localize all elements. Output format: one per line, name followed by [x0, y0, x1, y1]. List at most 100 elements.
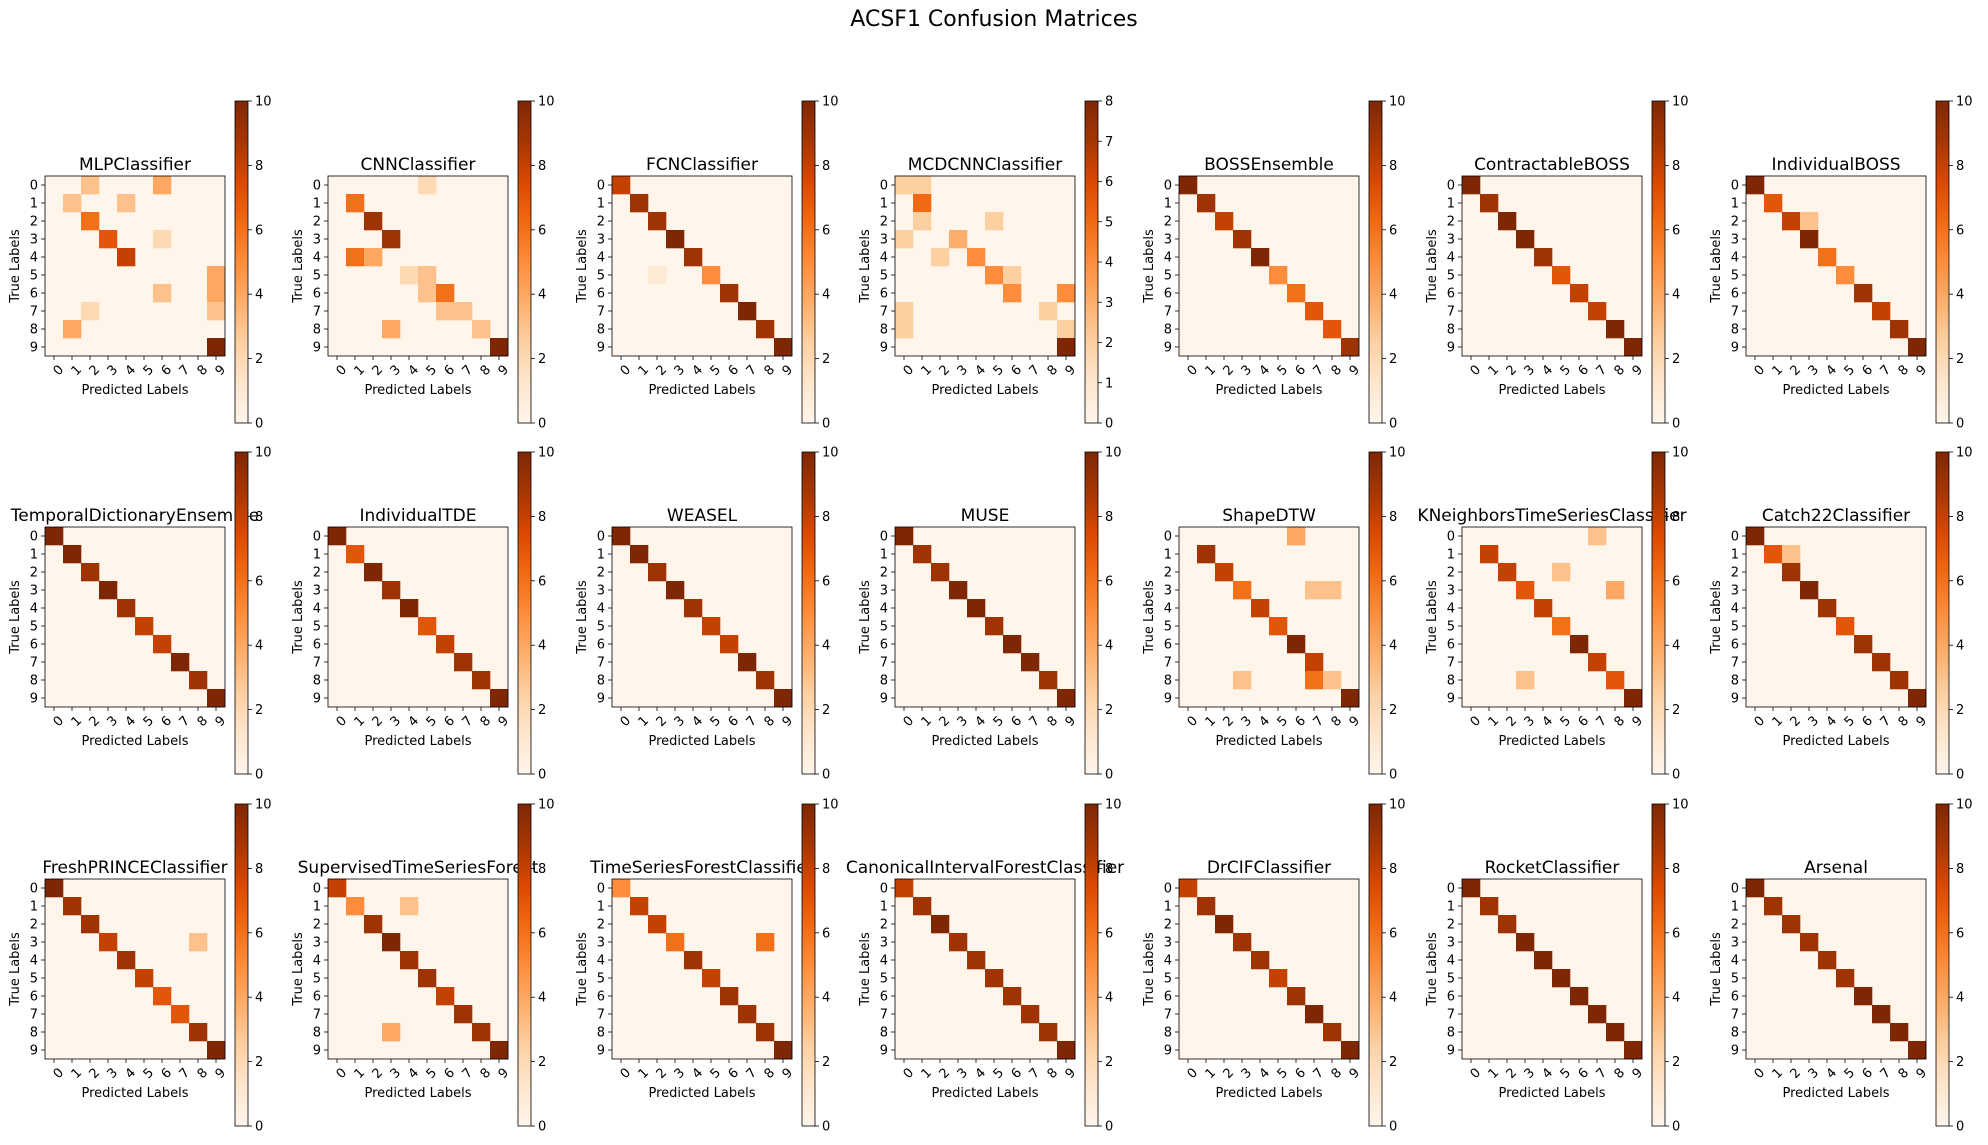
y-tick-label: 2 [313, 918, 321, 933]
heatmap-cell [1057, 689, 1076, 708]
colorbar-tick-label: 10 [255, 446, 272, 461]
heatmap-cell [1197, 897, 1216, 916]
y-tick-label: 4 [597, 602, 605, 617]
x-tick-label: 4 [406, 362, 422, 378]
heatmap-cell [1269, 266, 1288, 285]
heatmap-cell [1057, 320, 1076, 339]
colorbar-tick-label: 4 [1105, 256, 1113, 271]
y-axis-label: True Labels [575, 229, 590, 304]
heatmap-cell [1570, 284, 1589, 303]
colorbar-tick-label: 0 [1105, 417, 1113, 432]
colorbar-tick-label: 6 [255, 926, 263, 941]
heatmap-cell [1552, 266, 1571, 285]
y-tick-label: 0 [1447, 179, 1455, 194]
heatmap-cell [1570, 987, 1589, 1006]
x-tick-label: 9 [1347, 1065, 1363, 1081]
y-tick-label: 1 [597, 548, 605, 563]
heatmap-cell [931, 563, 950, 582]
heatmap-cell [1305, 653, 1324, 672]
x-tick-label: 1 [1203, 362, 1219, 378]
x-tick-label: 0 [334, 713, 350, 729]
heatmap-cell [153, 635, 172, 654]
heatmap-cell [1818, 951, 1837, 970]
x-tick-label: 9 [496, 1065, 512, 1081]
x-tick-label: 6 [1009, 362, 1025, 378]
x-tick-label: 9 [780, 362, 796, 378]
heatmap-cell [1057, 284, 1076, 303]
colorbar-tick-label: 10 [1956, 95, 1973, 110]
y-tick-label: 4 [880, 602, 888, 617]
x-tick-label: 8 [1896, 362, 1912, 378]
x-tick-label: 2 [1221, 362, 1237, 378]
heatmap-cell [1251, 248, 1270, 267]
y-tick-label: 4 [597, 954, 605, 969]
heatmap-cell [1039, 671, 1058, 690]
x-tick-label: 3 [955, 362, 971, 378]
colorbar [517, 100, 532, 424]
x-tick-label: 4 [1824, 713, 1840, 729]
colorbar-tick-label: 10 [1672, 798, 1689, 813]
heatmap-cell [985, 212, 1004, 231]
x-tick-label: 5 [991, 713, 1007, 729]
heatmap-cell [207, 338, 226, 357]
x-tick-label: 6 [1576, 1065, 1592, 1081]
x-tick-label: 5 [141, 362, 157, 378]
y-tick-label: 2 [1731, 215, 1739, 230]
heatmap-cell [612, 176, 631, 195]
x-tick-label: 9 [213, 713, 229, 729]
heatmap-cell [1800, 581, 1819, 600]
x-tick-label: 3 [388, 713, 404, 729]
colorbar-tick-label: 0 [1389, 417, 1397, 432]
y-tick-label: 8 [313, 1026, 321, 1041]
x-tick-label: 3 [1239, 362, 1255, 378]
colorbar-tick-label: 2 [538, 1055, 546, 1070]
x-tick-label: 5 [141, 1065, 157, 1081]
colorbar-tick-label: 4 [822, 991, 830, 1006]
y-tick-label: 3 [1731, 584, 1739, 599]
colorbar-tick-label: 10 [255, 798, 272, 813]
y-axis-label: True Labels [1425, 580, 1440, 655]
heatmap-cell [1305, 581, 1324, 600]
heatmap-cell [985, 969, 1004, 988]
colorbar-tick-label: 6 [1389, 223, 1397, 238]
heatmap-cell [1606, 1023, 1625, 1042]
y-tick-label: 6 [30, 287, 38, 302]
x-tick-label: 8 [762, 362, 778, 378]
colorbar-tick-label: 2 [255, 1055, 263, 1070]
x-tick-label: 8 [478, 1065, 494, 1081]
y-tick-label: 0 [1731, 882, 1739, 897]
heatmap-cell [454, 653, 473, 672]
heatmap-cell [436, 284, 455, 303]
y-tick-label: 8 [880, 323, 888, 338]
y-tick-label: 6 [1164, 990, 1172, 1005]
x-tick-label: 2 [1788, 362, 1804, 378]
heatmap-cell [207, 302, 226, 321]
y-tick-label: 0 [597, 530, 605, 545]
x-tick-label: 9 [1914, 713, 1930, 729]
heatmap-cell [81, 212, 100, 231]
x-axis-label: Predicted Labels [648, 383, 755, 398]
colorbar-tick-label: 0 [1389, 1120, 1397, 1135]
y-tick-label: 3 [313, 584, 321, 599]
y-tick-label: 2 [1447, 566, 1455, 581]
colorbar-tick-label: 4 [255, 991, 263, 1006]
x-tick-label: 1 [352, 713, 368, 729]
y-tick-label: 1 [597, 900, 605, 915]
y-tick-label: 0 [880, 179, 888, 194]
colorbar [801, 451, 816, 775]
colorbar-tick-label: 8 [1956, 159, 1964, 174]
y-tick-label: 1 [30, 548, 38, 563]
heatmap-cell [895, 320, 914, 339]
heatmap-cell [1872, 302, 1891, 321]
y-tick-label: 2 [1731, 918, 1739, 933]
matrix-frame [1178, 175, 1360, 357]
x-axis-label: Predicted Labels [931, 383, 1038, 398]
heatmap-cell [382, 581, 401, 600]
x-axis-label: Predicted Labels [931, 734, 1038, 749]
heatmap-cell [702, 969, 721, 988]
x-tick-label: 7 [1027, 362, 1043, 378]
heatmap-cell [418, 176, 437, 195]
